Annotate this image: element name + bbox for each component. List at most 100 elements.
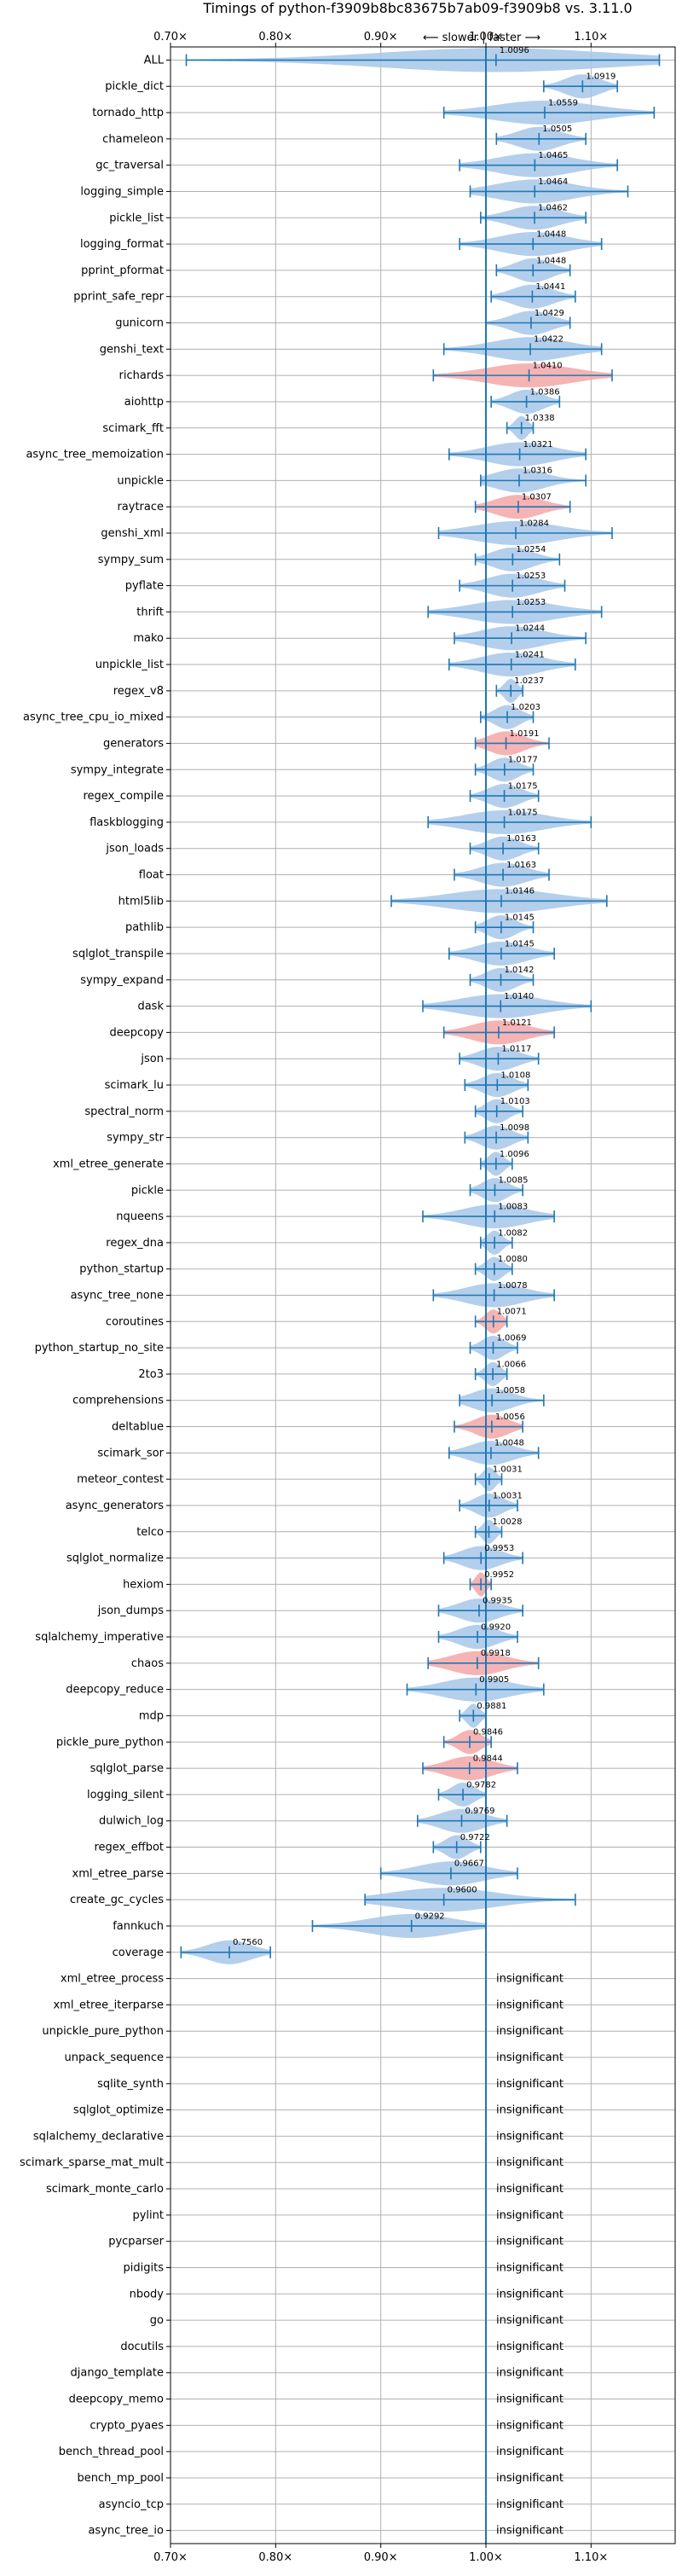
benchmark-label: pidigits (124, 2261, 165, 2274)
label-layer: ALL 1.0096 pickle_dict 1.0919 tornado_http 1.… (20, 46, 616, 2538)
value-label: 1.0175 (508, 781, 538, 791)
value-label: 1.0307 (522, 493, 552, 502)
benchmark-label: genshi_text (100, 343, 164, 356)
benchmark-label: crypto_pyaes (90, 2419, 164, 2432)
benchmark-label: regex_v8 (113, 685, 164, 698)
value-label: 1.0505 (542, 125, 572, 134)
value-label: 1.0098 (500, 1123, 529, 1133)
value-label: 1.0031 (493, 1491, 523, 1500)
value-label: 0.9935 (483, 1597, 512, 1606)
benchmark-label: sqlglot_transpile (72, 948, 164, 960)
benchmark-label: pickle_list (109, 212, 164, 224)
value-label: 1.0085 (498, 1176, 528, 1186)
benchmark-label: scimark_sparse_mat_mult (20, 2156, 164, 2169)
benchmark-label: python_startup (79, 1263, 164, 1276)
benchmark-label: xml_etree_generate (53, 1157, 164, 1170)
x-tick-label-top: 1.00× (469, 31, 503, 44)
benchmark-label: sqlite_synth (97, 2078, 164, 2091)
benchmark-label: sqlalchemy_imperative (35, 1631, 164, 1644)
value-label: 0.9905 (479, 1675, 509, 1685)
insignificant-label: insignificant (496, 2078, 564, 2091)
value-label: 0.9953 (484, 1544, 514, 1553)
x-tick-label-bottom: 0.70× (153, 2551, 188, 2564)
benchmark-label: raytrace (117, 501, 164, 513)
value-label: 1.0338 (525, 414, 555, 423)
chart-title: Timings of python-f3909b8bc83675b7ab09-f… (202, 0, 632, 16)
benchmark-label: pickle_dict (105, 80, 164, 93)
benchmark-label: generators (103, 737, 164, 750)
insignificant-label: insignificant (496, 2498, 564, 2511)
value-label: 1.0177 (508, 756, 538, 765)
benchmark-label: deltablue (112, 1421, 164, 1434)
benchmark-label: unpickle_pure_python (42, 2025, 164, 2038)
chart-subtitle: ⟵ slower | faster ⟶ (423, 32, 540, 44)
benchmark-label: flaskblogging (90, 816, 164, 829)
value-label: 1.0448 (536, 229, 566, 239)
benchmark-label: float (139, 869, 164, 882)
axis-layer: 0.70× 0.70× 0.80× 0.80× 0.90× 0.90× 1.00× 1.00×… (153, 31, 676, 2564)
benchmark-label: fannkuch (113, 1920, 164, 1933)
benchmark-label: xml_etree_parse (72, 1867, 164, 1880)
benchmark-label: richards (119, 369, 165, 382)
benchmark-label: async_tree_cpu_io_mixed (23, 711, 164, 724)
x-tick-label-bottom: 1.10× (574, 2551, 608, 2564)
insignificant-label: insignificant (496, 2314, 564, 2327)
value-label: 1.0237 (514, 676, 544, 686)
value-label: 1.0108 (500, 1070, 530, 1080)
benchmark-label: hexiom (123, 1578, 164, 1591)
benchmark-label: deepcopy_reduce (66, 1684, 164, 1697)
value-label: 1.0140 (504, 992, 534, 1001)
x-tick-label-top: 0.70× (153, 31, 188, 44)
insignificant-label: insignificant (496, 2183, 564, 2196)
benchmark-label: chaos (131, 1657, 164, 1670)
insignificant-label: insignificant (496, 2025, 564, 2038)
benchmark-label: mako (133, 632, 164, 645)
value-label: 1.0386 (530, 387, 560, 397)
benchmark-label: regex_effbot (94, 1842, 164, 1854)
value-label: 0.9844 (473, 1754, 503, 1763)
benchmark-label: logging_format (80, 238, 164, 251)
insignificant-label: insignificant (496, 2525, 564, 2538)
x-tick-label-bottom: 1.00× (469, 2551, 503, 2564)
benchmark-label: dulwich_log (99, 1815, 164, 1828)
value-label: 0.9667 (454, 1859, 484, 1869)
benchmark-label: deepcopy_memo (69, 2393, 164, 2406)
benchmark-label: logging_simple (80, 185, 164, 198)
benchmark-label: python_startup_no_site (35, 1342, 164, 1355)
benchmark-label: html5lib (118, 895, 164, 908)
x-tick-label-top: 0.80× (258, 31, 292, 44)
insignificant-label: insignificant (496, 2130, 564, 2143)
value-label: 1.0056 (495, 1413, 525, 1422)
benchmark-label: unpickle_list (95, 659, 164, 671)
benchmark-label: xml_etree_process (61, 1973, 164, 1986)
insignificant-label: insignificant (496, 2209, 564, 2222)
value-label: 1.0121 (502, 1018, 532, 1028)
value-label: 0.7560 (233, 1938, 263, 1947)
value-label: 1.0253 (516, 598, 546, 607)
benchmark-label: dask (137, 1001, 164, 1013)
value-label: 1.0429 (535, 309, 564, 318)
value-label: 1.0096 (500, 1150, 529, 1159)
value-label: 1.0069 (497, 1333, 527, 1343)
violin-layer (180, 48, 661, 1964)
benchmark-label: gc_traversal (95, 160, 164, 172)
benchmark-label: pickle (131, 1184, 164, 1197)
value-label: 0.9881 (477, 1702, 506, 1711)
benchmark-label: pylint (132, 2209, 164, 2222)
benchmark-label: gunicorn (115, 317, 164, 330)
value-label: 1.0145 (505, 914, 535, 923)
benchmark-label: json (140, 1053, 164, 1065)
value-label: 1.0462 (538, 204, 568, 213)
benchmark-label: telco (136, 1526, 164, 1539)
benchmark-label: async_tree_io (88, 2525, 164, 2538)
benchmark-label: pprint_pformat (81, 264, 164, 277)
insignificant-label: insignificant (496, 2156, 564, 2169)
x-tick-label-bottom: 0.90× (364, 2551, 398, 2564)
value-label: 0.9600 (448, 1886, 477, 1895)
benchmark-label: pyflate (125, 580, 164, 593)
plot-frame (170, 46, 676, 2544)
insignificant-label: insignificant (496, 2051, 564, 2064)
value-label: 0.9952 (484, 1570, 514, 1580)
